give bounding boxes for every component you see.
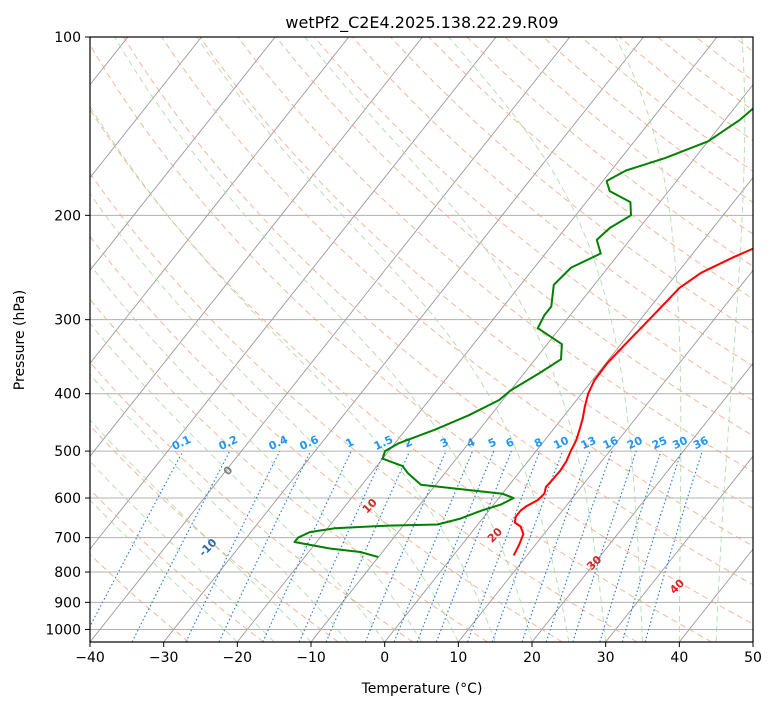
mixing-ratio-line [393, 450, 474, 642]
mixing-ratio-line [185, 450, 281, 642]
moist-adiabat-line [196, 37, 570, 642]
isotherm-line [90, 37, 350, 365]
mixing-ratio-line [521, 450, 591, 642]
mixing-ratio-line [435, 450, 512, 642]
y-tick-label: 200 [54, 208, 81, 224]
mixing-ratio-label: 13 [579, 434, 598, 452]
moist-adiabat-line [90, 499, 238, 642]
dry-adiabat-line [237, 37, 753, 473]
chart-title: wetPf2_C2E4.2025.138.22.29.R09 [285, 13, 558, 33]
y-tick-label: 900 [54, 595, 81, 611]
y-tick-label: 700 [54, 531, 81, 547]
dry-adiabat-line [275, 37, 753, 437]
y-tick-label: 400 [54, 387, 81, 403]
moist-adiabat-line [90, 419, 312, 642]
dry-adiabat-line [90, 43, 753, 625]
mixing-ratio-line [90, 450, 184, 628]
mixing-ratio-line [325, 450, 411, 642]
dry-adiabat-line [90, 361, 414, 642]
moist-adiabat-line [614, 37, 682, 642]
dry-adiabat-line [90, 424, 339, 642]
moist-adiabat-line [90, 263, 422, 642]
y-tick-label: 100 [54, 30, 81, 46]
mixing-ratio-line [621, 450, 683, 642]
moist-adiabat-line [90, 322, 386, 642]
dry-adiabat-line [90, 298, 488, 642]
isotherm-line [90, 37, 202, 179]
y-tick-label: 1000 [45, 622, 81, 638]
moist-adiabat-line [304, 37, 607, 642]
isotherm-line [90, 37, 423, 457]
y-tick-label: 800 [54, 565, 81, 581]
mixing-ratio-line [466, 450, 541, 642]
mixing-ratio-line [364, 450, 447, 642]
dry-adiabat-line [90, 553, 190, 642]
dry-adiabat-line [90, 235, 563, 642]
isotherm-line [531, 362, 753, 642]
moist-adiabat-line [90, 460, 275, 642]
temperature-series-line [512, 247, 753, 556]
mixing-ratio-label: 20 [625, 434, 645, 452]
x-tick-label: −40 [75, 650, 105, 666]
mixing-ratio-line [298, 450, 386, 642]
y-axis: 1000 900 800 700 600 500 400 300 200 100 [45, 30, 90, 638]
isotherm-line [384, 176, 753, 642]
dry-adiabat-line [90, 172, 638, 642]
y-tick-label: 600 [54, 491, 81, 507]
mixing-ratio-label: 36 [691, 434, 711, 452]
mixing-ratio-line [491, 450, 564, 642]
isotherm-line [457, 269, 753, 642]
dry-adiabat-line [199, 37, 753, 510]
x-tick-label: −10 [296, 650, 326, 666]
mixing-ratio-line [416, 450, 495, 642]
dry-adiabat-line [123, 37, 753, 586]
x-tick-label: 20 [523, 650, 541, 666]
isotherm-line [90, 37, 276, 272]
x-axis: −40 −30 −20 −10 0 10 20 30 40 50 [75, 642, 762, 666]
moist-adiabat-line [90, 192, 459, 642]
dry-adiabat-line [352, 37, 753, 367]
mixing-ratio-label: 16 [601, 434, 621, 452]
mixing-ratio-line [572, 450, 637, 642]
x-tick-label: 10 [449, 650, 467, 666]
plot-area: 0.1 0.2 0.4 0.6 1 1.5 2 3 4 5 6 8 10 13 16 20 25 30 36-100… [90, 37, 753, 642]
dewpoint-series-line [293, 107, 753, 559]
isotherm-line [163, 37, 644, 642]
x-tick-label: 50 [744, 650, 762, 666]
x-tick-label: −30 [149, 650, 179, 666]
y-tick-label: 500 [54, 444, 81, 460]
x-tick-label: 0 [380, 650, 389, 666]
moist-adiabat-line [114, 37, 533, 642]
x-axis-label: Temperature (°C) [361, 681, 483, 697]
isotherm-line [605, 455, 753, 642]
mixing-ratio-label: 25 [650, 434, 669, 452]
y-axis-label: Pressure (hPa) [12, 290, 28, 390]
isotherm-line [236, 37, 718, 642]
dry-adiabat-line [90, 108, 712, 642]
x-tick-label: 40 [670, 650, 688, 666]
dry-adiabat-line [161, 37, 753, 547]
x-tick-label: −20 [223, 650, 253, 666]
mixing-ratio-label: 10 [551, 434, 571, 452]
moist-adiabat-line [90, 105, 496, 642]
mixing-ratio-line [599, 450, 662, 642]
y-tick-label: 300 [54, 313, 81, 329]
moist-adiabat-line [90, 373, 349, 642]
moist-adiabat-line [715, 37, 746, 642]
moist-adiabat-line [448, 37, 643, 642]
mixing-ratio-line [545, 450, 613, 642]
dry-adiabat-line [313, 37, 753, 402]
x-tick-label: 30 [597, 650, 615, 666]
mixing-ratio-line [644, 450, 703, 642]
plot-frame [89, 36, 754, 643]
isotherm-line [90, 37, 497, 550]
mixing-ratio-label: 30 [670, 434, 690, 452]
